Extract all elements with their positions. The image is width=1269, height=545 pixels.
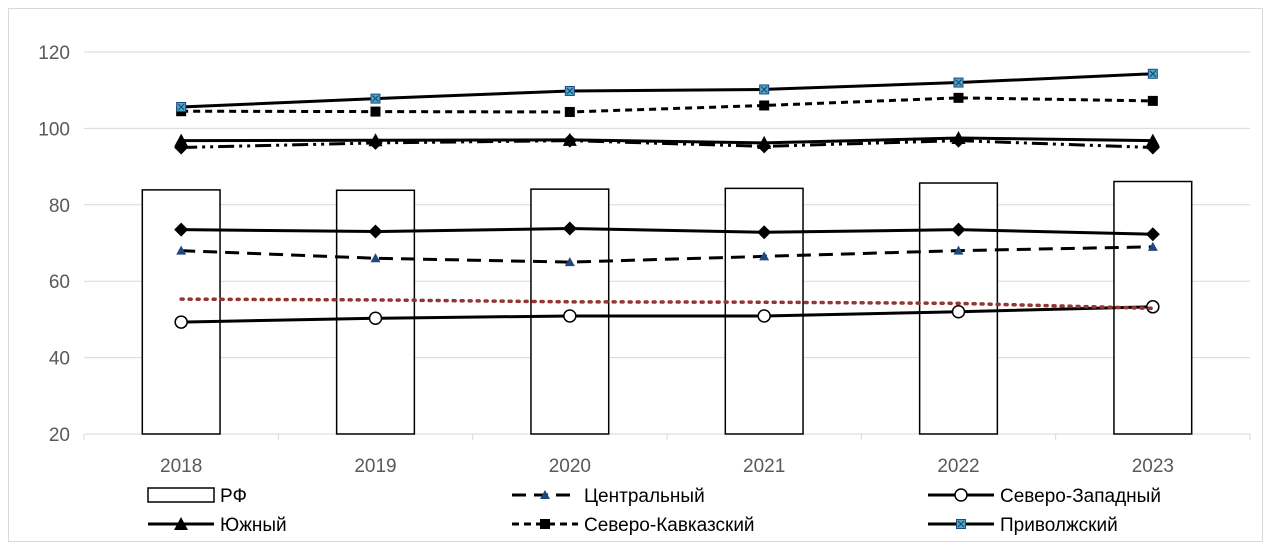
x-square-marker-cross (760, 86, 768, 93)
x-square-marker-cross (955, 79, 962, 86)
x-tick-label: 2018 (160, 456, 202, 477)
series-line (181, 96, 1153, 114)
diamond-marker (562, 221, 577, 236)
triangle-marker (564, 257, 575, 267)
square-marker (564, 106, 575, 117)
x-square-marker (759, 84, 770, 95)
diamond-marker (562, 133, 577, 148)
x-square-marker-cross (1149, 70, 1157, 78)
y-tick-label: 80 (49, 196, 70, 217)
circle-marker (757, 309, 771, 323)
legend-label: Приволжский (1000, 515, 1118, 536)
x-square-marker (953, 77, 964, 88)
series-line (181, 305, 1153, 324)
circle-marker (563, 309, 577, 323)
triangle-marker (540, 490, 550, 499)
diamond-marker (368, 224, 383, 239)
legend-label: Южный (220, 515, 287, 536)
legend-label: РФ (220, 486, 247, 507)
legend-label: Северо-Кавказский (584, 515, 755, 536)
square-marker (540, 519, 550, 529)
x-square-marker (1147, 68, 1158, 79)
triangle-marker (1145, 133, 1160, 147)
triangle-marker (953, 245, 964, 255)
square-marker (1147, 95, 1158, 106)
y-tick-label: 100 (38, 119, 70, 140)
y-tick-label: 20 (49, 425, 70, 446)
diamond-marker (951, 133, 966, 148)
series-line (181, 245, 1153, 264)
legend-label: Северо-Западный (1000, 486, 1161, 507)
y-tick-label: 40 (49, 349, 70, 370)
square-marker (953, 92, 964, 103)
triangle-marker (176, 245, 187, 255)
x-tick-label: 2023 (1132, 456, 1174, 477)
series-line (181, 139, 1153, 149)
series-line (181, 226, 1153, 236)
circle-marker (954, 488, 968, 502)
triangle-marker (370, 253, 381, 263)
circle-marker (368, 311, 383, 326)
diamond-marker (174, 222, 189, 237)
triangle-marker (1147, 241, 1158, 251)
x-square-marker-cross (957, 520, 965, 528)
y-tick-label: 60 (49, 272, 70, 293)
x-square-marker (564, 85, 575, 96)
triangle-marker (174, 133, 189, 147)
square-marker (759, 100, 770, 111)
y-tick-label: 120 (38, 43, 70, 64)
diamond-marker (1145, 227, 1160, 242)
series-line (181, 72, 1153, 109)
diamond-marker (757, 225, 772, 240)
diamond-marker (951, 222, 966, 237)
x-tick-label: 2021 (743, 456, 785, 477)
x-square-marker (370, 93, 381, 104)
series-line (179, 297, 1155, 311)
circle-marker (951, 305, 966, 319)
legend-label: Центральный (584, 486, 705, 507)
diamond-marker (368, 135, 383, 150)
triangle-marker (174, 517, 188, 530)
x-square-marker (956, 519, 966, 529)
x-square-marker-cross (177, 103, 185, 111)
x-square-marker-cross (566, 87, 574, 95)
legend-swatch (147, 487, 215, 503)
diamond-marker (757, 139, 772, 154)
series-line (181, 136, 1153, 145)
x-tick-label: 2019 (354, 456, 396, 477)
square-marker (370, 106, 381, 117)
x-square-marker-cross (372, 95, 379, 103)
diamond-marker (1145, 140, 1160, 155)
triangle-marker (759, 251, 770, 261)
x-tick-label: 2022 (937, 456, 979, 477)
diamond-marker (174, 140, 189, 155)
x-tick-label: 2020 (549, 456, 591, 477)
x-square-marker (176, 102, 187, 113)
circle-marker (174, 315, 188, 329)
